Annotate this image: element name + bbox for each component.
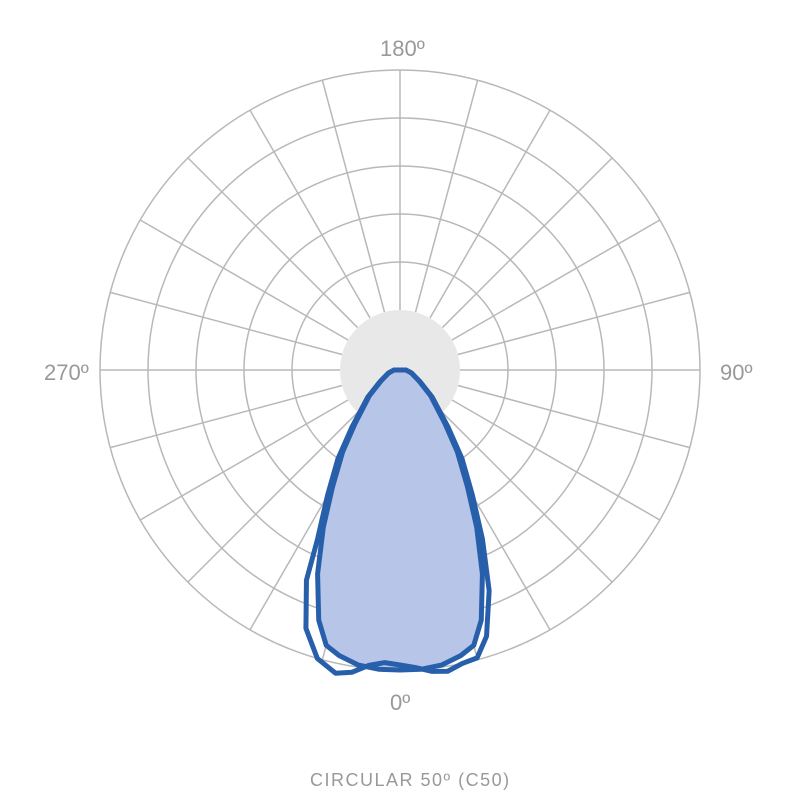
polar-chart: 180º 90º 0º 270º CIRCULAR 50º (C50) <box>0 0 800 800</box>
polar-svg <box>0 0 800 800</box>
chart-caption: CIRCULAR 50º (C50) <box>310 770 511 791</box>
axis-label-180: 180º <box>380 36 425 62</box>
axis-label-90: 90º <box>720 360 753 386</box>
axis-label-0: 0º <box>390 690 410 716</box>
axis-label-270: 270º <box>44 360 89 386</box>
